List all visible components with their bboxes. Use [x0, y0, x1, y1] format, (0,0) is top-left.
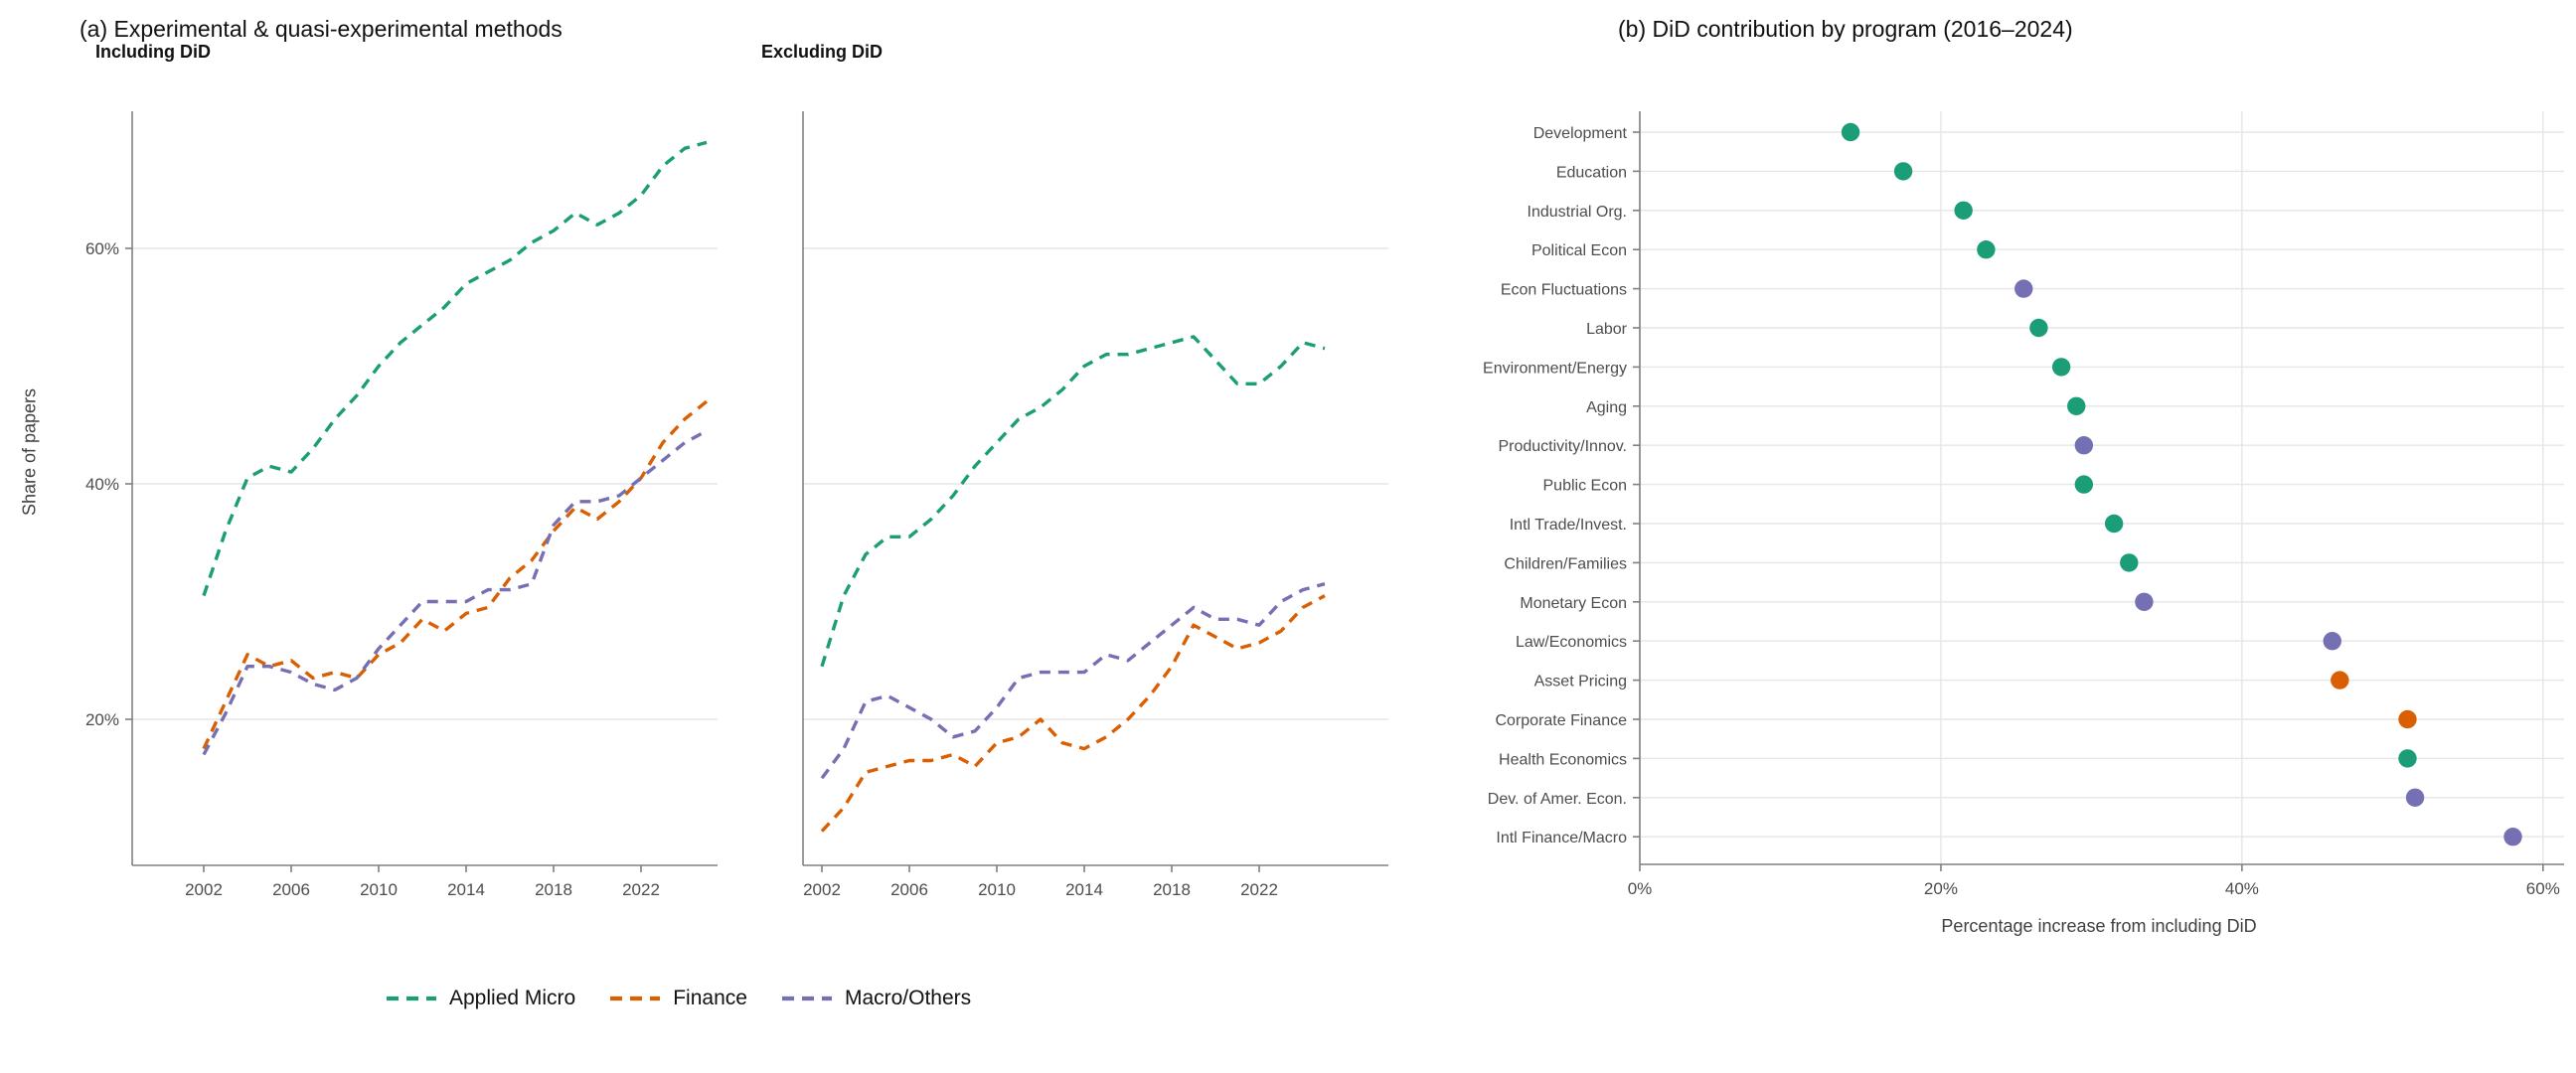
dot-asset-pricing — [2331, 671, 2349, 690]
legend-item-macro-others: Macro/Others — [781, 987, 971, 1010]
x-tick-label-excluding-did: 2010 — [978, 880, 1016, 899]
x-tick-label-including-did: 2014 — [447, 880, 485, 899]
panel-b-title: (b) DiD contribution by program (2016–20… — [1618, 16, 2073, 42]
category-label: Labor — [1586, 321, 1628, 338]
category-label: Industrial Org. — [1528, 204, 1627, 221]
category-label: Environment/Energy — [1483, 360, 1627, 377]
legend: Applied Micro Finance Macro/Others — [386, 987, 971, 1010]
dot-monetary-econ — [2135, 592, 2154, 611]
line-applied-micro-excluding-did — [820, 335, 1326, 668]
category-label: Development — [1533, 125, 1628, 142]
dot-health-economics — [2398, 749, 2417, 768]
category-label: Econ Fluctuations — [1501, 282, 1627, 299]
category-label: Children/Families — [1504, 555, 1627, 572]
dot-intl-trade-invest- — [2104, 514, 2124, 534]
legend-label: Applied Micro — [449, 987, 576, 1009]
line-finance-excluding-did — [820, 594, 1326, 833]
x-tick-label-excluding-did: 2002 — [803, 880, 841, 899]
legend-label: Macro/Others — [844, 987, 972, 1009]
x-tick-label-including-did: 2018 — [535, 880, 572, 899]
x-tick-label-panel-b: 60% — [2526, 879, 2560, 898]
dot-corporate-finance — [2398, 709, 2417, 729]
category-label: Intl Trade/Invest. — [1510, 517, 1627, 534]
dot-political-econ — [1977, 240, 1996, 259]
line-macro-others-excluding-did — [820, 582, 1326, 780]
dot-development — [1841, 122, 1860, 142]
dot-children-families — [2120, 553, 2139, 572]
panel-b-x-axis-label: Percentage increase from including DiD — [1941, 916, 2257, 936]
legend-label: Finance — [673, 987, 747, 1009]
x-tick-label-excluding-did: 2018 — [1153, 880, 1191, 899]
x-tick-label-panel-b: 40% — [2225, 879, 2259, 898]
dot-dev-of-amer-econ- — [2405, 788, 2425, 807]
subtitle-including-did: Including DiD — [95, 42, 211, 62]
category-label: Aging — [1586, 399, 1627, 416]
dot-education — [1893, 162, 1913, 181]
panel-a-title: (a) Experimental & quasi-experimental me… — [80, 16, 563, 42]
subtitle-excluding-did: Excluding DiD — [761, 42, 884, 62]
dot-law-economics — [2323, 632, 2341, 651]
dot-public-econ — [2074, 475, 2094, 494]
applied-micro-dash-swatch-icon — [387, 996, 436, 1001]
category-label: Health Economics — [1499, 751, 1627, 768]
category-label: Education — [1556, 164, 1627, 181]
x-tick-label-excluding-did: 2006 — [890, 880, 928, 899]
finance-dash-swatch-icon — [610, 996, 661, 1001]
category-label: Dev. of Amer. Econ. — [1488, 791, 1627, 808]
y-tick-label-including-did: 20% — [85, 710, 119, 729]
dot-aging — [2067, 396, 2086, 415]
legend-item-finance: Finance — [609, 987, 747, 1010]
x-tick-label-panel-b: 0% — [1628, 879, 1653, 898]
category-label: Intl Finance/Macro — [1496, 830, 1627, 846]
legend-item-applied-micro: Applied Micro — [386, 987, 575, 1010]
x-tick-label-including-did: 2022 — [622, 880, 660, 899]
dot-intl-finance-macro — [2503, 828, 2522, 846]
x-tick-label-excluding-did: 2022 — [1240, 880, 1278, 899]
y-tick-label-including-did: 40% — [85, 475, 119, 494]
dot-industrial-org- — [1954, 201, 1973, 220]
dot-labor — [2029, 318, 2048, 338]
dot-econ-fluctuations — [2014, 279, 2033, 298]
x-tick-label-including-did: 2002 — [185, 880, 223, 899]
line-macro-others-including-did — [202, 429, 708, 756]
category-label: Asset Pricing — [1534, 674, 1627, 690]
category-label: Monetary Econ — [1520, 595, 1627, 612]
line-applied-micro-including-did — [202, 140, 708, 597]
category-label: Productivity/Innov. — [1498, 438, 1627, 455]
category-label: Public Econ — [1543, 478, 1628, 495]
x-tick-label-panel-b: 20% — [1924, 879, 1958, 898]
macro-others-dash-swatch-icon — [781, 996, 832, 1001]
category-label: Corporate Finance — [1495, 712, 1627, 729]
x-tick-label-including-did: 2010 — [360, 880, 398, 899]
x-tick-label-excluding-did: 2014 — [1065, 880, 1103, 899]
dot-environment-energy — [2051, 358, 2071, 377]
category-label: Law/Economics — [1516, 634, 1627, 651]
x-tick-label-including-did: 2006 — [272, 880, 310, 899]
line-finance-including-did — [202, 399, 709, 750]
category-label: Political Econ — [1531, 242, 1627, 259]
y-tick-label-including-did: 60% — [85, 239, 119, 258]
dot-productivity-innov- — [2074, 436, 2094, 455]
